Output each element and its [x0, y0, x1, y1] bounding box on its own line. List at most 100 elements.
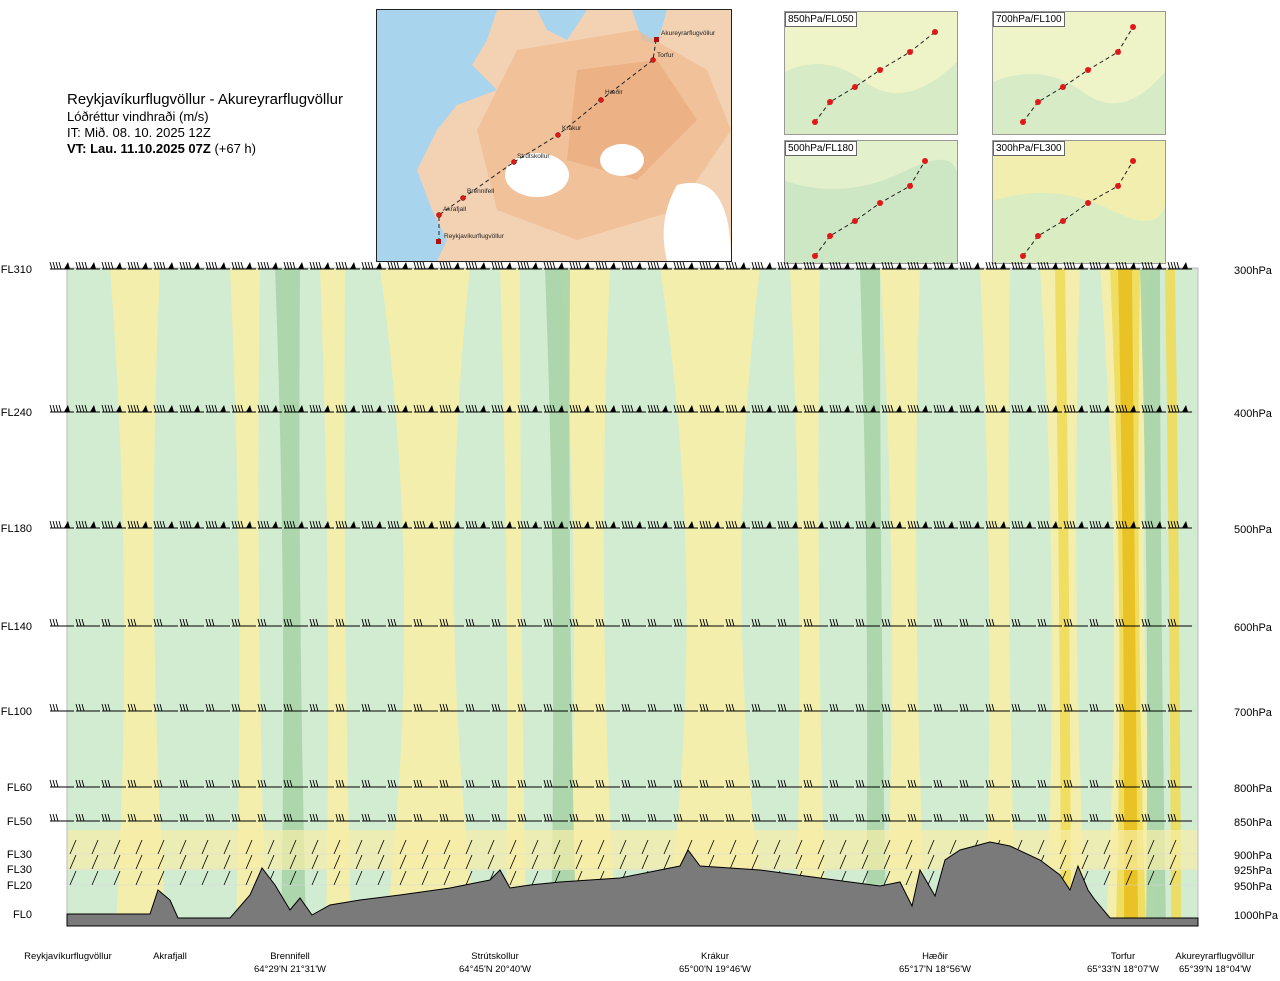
wind-barb [439, 703, 464, 712]
wind-barb [335, 618, 360, 627]
flight-level-label: FL310 [1, 264, 32, 276]
wind-barb [959, 618, 984, 627]
wind-barb [231, 520, 256, 529]
wind-barb [673, 618, 698, 627]
wind-barb [1167, 404, 1192, 413]
wind-barb [1147, 839, 1155, 855]
wind-barb [91, 839, 99, 855]
wind-barb [1103, 839, 1111, 855]
wind-barb [1063, 813, 1088, 822]
wind-barb [1059, 839, 1067, 855]
wind-barb [699, 520, 724, 529]
wind-barb [1169, 854, 1177, 870]
wind-barb [777, 779, 802, 788]
wind-barb [905, 870, 913, 886]
wind-barb [1089, 618, 1114, 627]
wind-barb [619, 854, 627, 870]
wind-barb [543, 404, 568, 413]
wind-barb [927, 854, 935, 870]
wind-barb [387, 779, 412, 788]
wind-barb [1089, 262, 1114, 270]
wind-barb [153, 520, 178, 529]
pressure-level-label: 500hPa [1234, 524, 1273, 536]
wind-barb [257, 520, 282, 529]
wind-barb [839, 854, 847, 870]
wind-barb [647, 520, 672, 529]
wind-barb [725, 404, 750, 413]
pressure-level-label: 300hPa [1234, 265, 1273, 277]
wind-barb [595, 779, 620, 788]
wind-barb [553, 854, 561, 870]
wind-barb [1167, 262, 1192, 270]
wind-barb [439, 520, 464, 529]
wind-barb [959, 262, 984, 270]
wind-barb [413, 618, 438, 627]
wind-barb [1011, 618, 1036, 627]
pressure-level-label: 925hPa [1234, 865, 1273, 877]
wind-barb [267, 854, 275, 870]
map-label: Hæðir [605, 88, 624, 96]
flight-level-label: FL30 [7, 849, 32, 861]
wind-barb [1125, 854, 1133, 870]
wind-barb [517, 779, 542, 788]
wind-barb [69, 839, 77, 855]
wind-barb [1169, 839, 1177, 855]
wind-barb [49, 813, 74, 822]
wind-barb [751, 703, 776, 712]
wind-barb [725, 520, 750, 529]
wind-barb [75, 262, 100, 270]
wind-barb [1115, 813, 1140, 822]
wind-barb [223, 870, 231, 886]
wind-barb [817, 839, 825, 855]
wind-barb [933, 262, 958, 270]
wind-barb [421, 839, 429, 855]
cross-section-chart: FL310 FL240 FL180 FL140 FL100 FL60 FL50 FL30 FL3… [1, 262, 1279, 927]
vertical-wind-band [1165, 268, 1181, 926]
wind-barb [465, 813, 490, 822]
wind-barb [905, 839, 913, 855]
wind-barb [985, 262, 1010, 270]
wind-barb [777, 262, 802, 270]
wind-barb [985, 404, 1010, 413]
map-label: Torfur [657, 52, 674, 59]
chart-header: Reykjavíkurflugvöllur - Akureyrarflugvöl… [67, 90, 377, 157]
wind-barb [509, 854, 517, 870]
station-label: Krákur 65°00'N 19°46'W [679, 951, 751, 975]
vertical-wind-band [880, 268, 926, 926]
wind-barb [101, 813, 126, 822]
wind-barb [387, 520, 412, 529]
wind-barb [795, 854, 803, 870]
wind-barb [135, 870, 143, 886]
wind-barb [517, 520, 542, 529]
wind-barb [1115, 703, 1140, 712]
wind-barb [855, 813, 880, 822]
wind-barb [881, 813, 906, 822]
wind-barb [829, 813, 854, 822]
wind-barb [881, 618, 906, 627]
wind-barb [1037, 520, 1062, 529]
wind-barb [509, 870, 517, 886]
wind-barb [289, 854, 297, 870]
wind-barb [621, 813, 646, 822]
wind-barb [619, 839, 627, 855]
wind-barb [413, 404, 438, 413]
wind-barb [881, 703, 906, 712]
wind-barb [777, 404, 802, 413]
wind-barb [883, 870, 891, 886]
wind-barb [283, 262, 308, 270]
wind-barb [595, 262, 620, 270]
wind-barb [283, 703, 308, 712]
wind-barb [829, 703, 854, 712]
wind-barb [663, 839, 671, 855]
wind-barb [751, 262, 776, 270]
mini-map-label: 700hPa/FL100 [993, 12, 1065, 27]
wind-barb [127, 779, 152, 788]
wind-barb [569, 262, 594, 270]
wind-barb [245, 870, 253, 886]
wind-barb [517, 262, 542, 270]
wind-barb [387, 813, 412, 822]
wind-barb [465, 870, 473, 886]
wind-barb [465, 262, 490, 270]
wind-barb [839, 839, 847, 855]
wind-barb [647, 813, 672, 822]
